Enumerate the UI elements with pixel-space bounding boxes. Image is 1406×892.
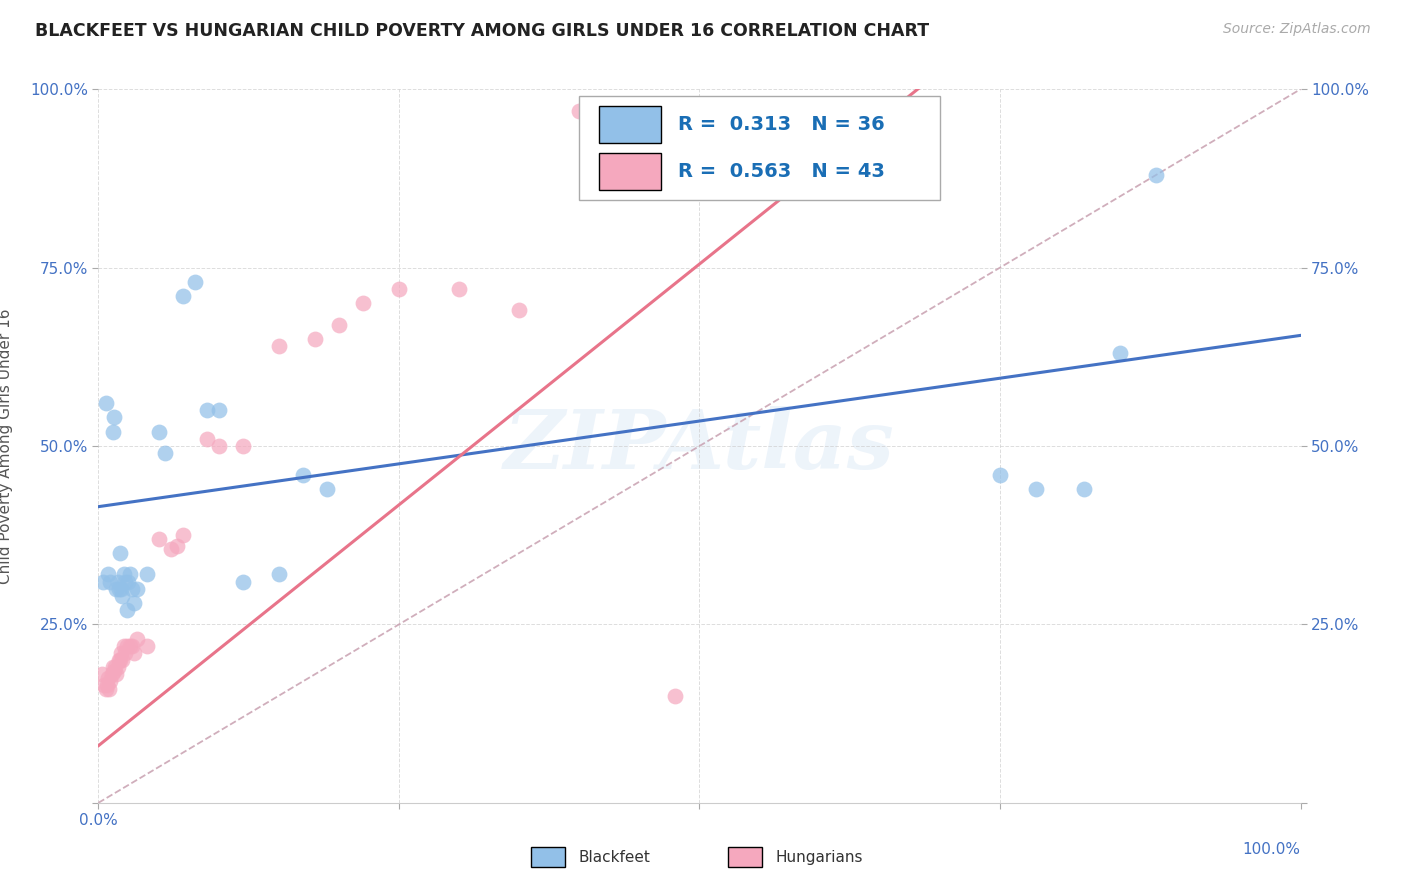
Point [172, 289, 194, 303]
Text: Source: ZipAtlas.com: Source: ZipAtlas.com [1223, 22, 1371, 37]
Point [153, 446, 176, 460]
Point [100, 674, 122, 689]
Point [195, 432, 218, 446]
Point [1109, 346, 1132, 360]
Point [97, 671, 120, 685]
Text: Hungarians: Hungarians [776, 850, 863, 864]
Point [148, 532, 170, 546]
FancyBboxPatch shape [579, 96, 939, 200]
Point [172, 528, 194, 542]
Point [159, 542, 181, 557]
Point [108, 582, 131, 596]
Point [304, 332, 326, 346]
Point [117, 603, 139, 617]
Point [103, 664, 125, 678]
Point [232, 439, 254, 453]
Point [166, 539, 188, 553]
Point [148, 425, 170, 439]
Point [104, 660, 127, 674]
Point [96, 678, 118, 692]
Point [628, 103, 651, 118]
Point [267, 567, 290, 582]
Point [100, 574, 122, 589]
Point [508, 303, 530, 318]
Point [135, 639, 157, 653]
Point [101, 425, 124, 439]
Y-axis label: Child Poverty Among Girls Under 16: Child Poverty Among Girls Under 16 [0, 309, 13, 583]
Point [388, 282, 411, 296]
Point [111, 653, 134, 667]
Point [121, 639, 143, 653]
Point [110, 646, 132, 660]
Point [124, 646, 146, 660]
Point [110, 582, 132, 596]
Point [1144, 168, 1167, 182]
Point [125, 582, 148, 596]
Point [195, 403, 218, 417]
Point [100, 667, 122, 681]
Point [101, 660, 124, 674]
Text: R =  0.563   N = 43: R = 0.563 N = 43 [678, 162, 884, 181]
Point [103, 410, 125, 425]
Point [208, 439, 231, 453]
Point [328, 318, 350, 332]
Point [124, 596, 146, 610]
Point [568, 103, 591, 118]
Point [232, 574, 254, 589]
Point [1025, 482, 1047, 496]
Point [112, 639, 135, 653]
Text: R =  0.313   N = 36: R = 0.313 N = 36 [678, 115, 884, 134]
Point [107, 660, 129, 674]
Text: ZIPAtlas: ZIPAtlas [503, 406, 896, 486]
Point [118, 639, 141, 653]
Point [105, 667, 128, 681]
Point [125, 632, 148, 646]
Point [114, 646, 136, 660]
Point [988, 467, 1011, 482]
Point [135, 567, 157, 582]
Point [108, 653, 131, 667]
Point [352, 296, 374, 310]
Point [114, 574, 136, 589]
Point [112, 567, 135, 582]
Point [98, 681, 121, 696]
Point [91, 574, 114, 589]
Point [183, 275, 205, 289]
Point [1073, 482, 1095, 496]
FancyBboxPatch shape [599, 153, 661, 190]
Point [105, 582, 128, 596]
Point [447, 282, 470, 296]
Point [97, 567, 120, 582]
Point [117, 574, 139, 589]
Point [118, 567, 141, 582]
Point [91, 667, 114, 681]
Point [208, 403, 231, 417]
Text: Blackfeet: Blackfeet [579, 850, 651, 864]
Text: 100.0%: 100.0% [1243, 842, 1301, 857]
Point [93, 678, 115, 692]
Point [111, 589, 134, 603]
Point [121, 582, 143, 596]
Point [108, 653, 131, 667]
Point [108, 546, 131, 560]
Point [117, 639, 139, 653]
Point [315, 482, 337, 496]
Point [107, 574, 129, 589]
Point [592, 103, 614, 118]
Point [664, 689, 686, 703]
Point [94, 396, 117, 410]
Point [267, 339, 290, 353]
Text: BLACKFEET VS HUNGARIAN CHILD POVERTY AMONG GIRLS UNDER 16 CORRELATION CHART: BLACKFEET VS HUNGARIAN CHILD POVERTY AMO… [35, 22, 929, 40]
Point [94, 681, 117, 696]
FancyBboxPatch shape [599, 106, 661, 143]
Point [291, 467, 314, 482]
